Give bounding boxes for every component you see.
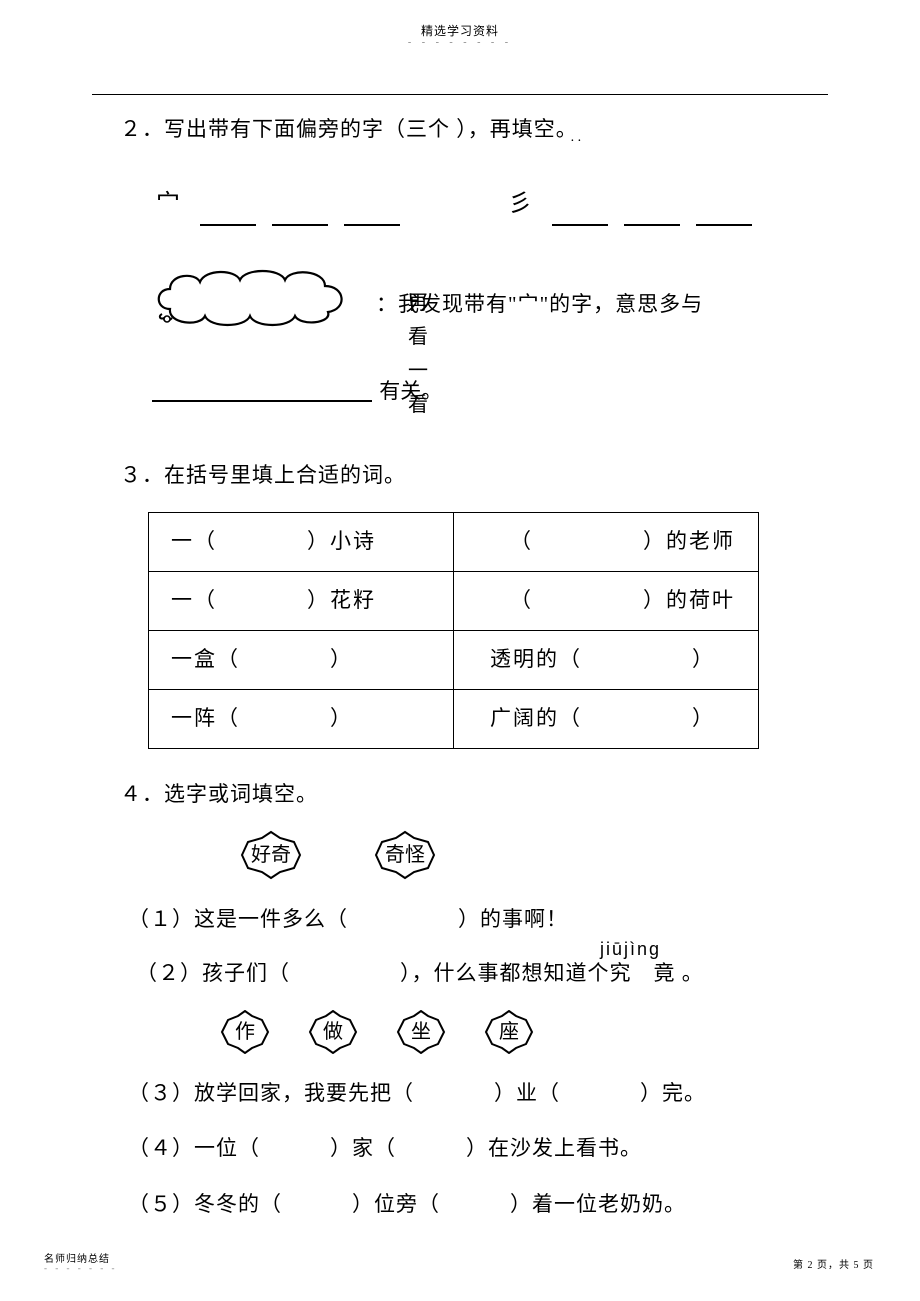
cell-suf: ）	[692, 647, 715, 671]
q2-radicals-row: 宀 彡	[156, 184, 820, 225]
q2-cloud-row: 再看一看 ：我发现带有"宀"的字，意思多与	[150, 264, 820, 346]
q3-heading: ３．在括号里填上合适的词。	[120, 458, 820, 494]
table-row: 一（ ）小诗 （ ）的老师	[149, 512, 759, 571]
footer-left-dashes: - - - - - - -	[44, 1263, 117, 1273]
cloud-label: 再看一看	[408, 286, 428, 422]
blank-long[interactable]	[152, 378, 372, 402]
cell-pre: （	[510, 588, 533, 612]
cell-pre: 一（	[171, 588, 217, 612]
text: （３）放学回家，我要先把（	[128, 1081, 414, 1105]
q4-sub3: （３）放学回家，我要先把（ ）业（ ）完。	[128, 1076, 820, 1112]
cell-suf: ）	[330, 706, 353, 730]
cell-pre: （	[510, 529, 533, 553]
q4-heading: ４．选字或词填空。	[120, 777, 820, 813]
text: ）着一位老奶奶。	[510, 1192, 686, 1216]
text: ），什么事都想知道个究 竟 。	[400, 961, 704, 985]
cell-pre: 一盒（	[171, 647, 240, 671]
blank[interactable]	[272, 202, 328, 226]
text: ）完。	[640, 1081, 706, 1105]
page-header-dashes: - - - - - - - -	[0, 37, 920, 48]
cloud-icon	[150, 264, 350, 334]
text: ）在沙发上看书。	[466, 1136, 642, 1160]
text: （２）孩子们（	[136, 961, 290, 985]
word-label: 做	[302, 1015, 364, 1049]
q4-sub1: （１）这是一件多么（ ）的事啊！	[128, 902, 820, 938]
radical-a-block: 宀	[156, 184, 408, 225]
cell-suf: ）小诗	[307, 529, 376, 553]
radical-b-block: 彡	[508, 184, 760, 225]
cell-pre: 一阵（	[171, 706, 240, 730]
worksheet-page: 精选学习资料 - - - - - - - - ２．写出带有下面偏旁的字（三个 ）…	[0, 0, 920, 1301]
blank[interactable]	[696, 202, 752, 226]
q2-tail-line: 有关。	[150, 374, 820, 410]
q2-dots: ．．	[570, 133, 589, 144]
text: ）位旁（	[352, 1192, 440, 1216]
cell-pre: 透明的（	[490, 647, 582, 671]
q4-words-row-1: 好奇 奇怪	[228, 830, 820, 880]
cell-pre: 一（	[171, 529, 217, 553]
word-label: 好奇	[228, 838, 314, 872]
word-label: 坐	[390, 1015, 452, 1049]
q2-prompt-text: ２．写出带有下面偏旁的字（三个 ），再填空。	[120, 117, 578, 141]
word-badge: 作	[214, 1010, 276, 1054]
q4-words-row-2: 作 做 坐 座	[214, 1010, 820, 1054]
cell-suf: ）花籽	[307, 588, 376, 612]
text: （１）这是一件多么（	[128, 907, 348, 931]
page-header: 精选学习资料	[0, 0, 920, 39]
table-row: 一盒（ ） 透明的（ ）	[149, 630, 759, 689]
q4-sub4: （４）一位（ ）家（ ）在沙发上看书。	[128, 1131, 820, 1167]
table-row: 一阵（ ） 广阔的（ ）	[149, 689, 759, 748]
word-label: 作	[214, 1015, 276, 1049]
word-badge: 好奇	[228, 830, 314, 880]
word-badge: 座	[478, 1010, 540, 1054]
radical-b: 彡	[508, 184, 532, 225]
cell-suf: ）的老师	[643, 529, 735, 553]
blank[interactable]	[624, 202, 680, 226]
q4-sub5: （５）冬冬的（ ）位旁（ ）着一位老奶奶。	[128, 1187, 820, 1223]
footer-right: 第 2 页，共 5 页	[793, 1256, 874, 1271]
word-badge: 坐	[390, 1010, 452, 1054]
top-rule	[92, 94, 828, 95]
pinyin: jiūjìng	[600, 934, 661, 965]
text: （５）冬冬的（	[128, 1192, 282, 1216]
cell-pre: 广阔的（	[490, 706, 582, 730]
content: ２．写出带有下面偏旁的字（三个 ），再填空。 ．． 宀 彡	[120, 106, 820, 1223]
word-badge: 奇怪	[362, 830, 448, 880]
text: （４）一位（	[128, 1136, 260, 1160]
q4-sub2-block: jiūjìng （２）孩子们（），什么事都想知道个究 竟 。	[128, 956, 820, 992]
blank[interactable]	[344, 202, 400, 226]
word-label: 奇怪	[362, 838, 448, 872]
blank[interactable]	[552, 202, 608, 226]
table-row: 一（ ）花籽 （ ）的荷叶	[149, 571, 759, 630]
word-badge: 做	[302, 1010, 364, 1054]
cell-suf: ）	[692, 706, 715, 730]
cell-suf: ）的荷叶	[643, 588, 735, 612]
footer-left: 名师归纳总结 - - - - - - -	[44, 1250, 117, 1273]
text: ）业（	[494, 1081, 560, 1105]
text: ）家（	[330, 1136, 396, 1160]
word-label: 座	[478, 1015, 540, 1049]
text: ）的事啊！	[458, 907, 568, 931]
q3-table: 一（）小诗 （）的老师 一（）花籽 （）的荷叶 一盒（） 透明的	[148, 512, 759, 749]
cell-suf: ）	[330, 647, 353, 671]
radical-a: 宀	[156, 184, 180, 225]
q2-prompt: ２．写出带有下面偏旁的字（三个 ），再填空。 ．．	[120, 112, 820, 148]
blank[interactable]	[200, 202, 256, 226]
